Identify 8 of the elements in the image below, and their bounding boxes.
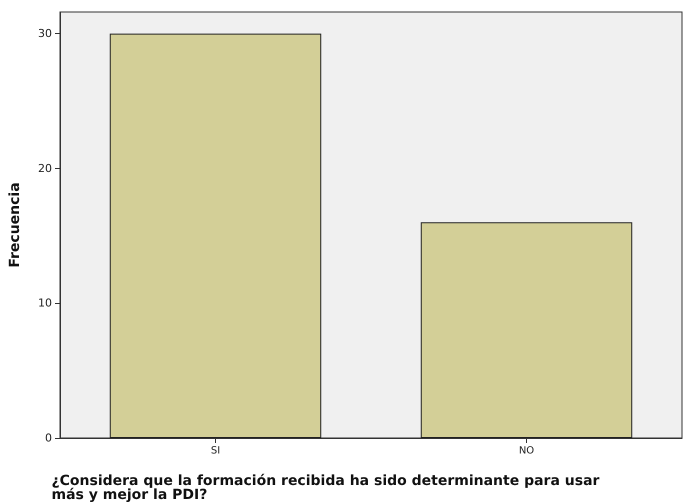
y-axis-title: Frecuencia [7, 182, 23, 268]
x-axis-title: ¿Considera que la formación recibida ha sido determinante para usar más y mejor la PDI? [52, 473, 604, 503]
y-tick-label: 20 [38, 162, 52, 175]
x-tick-label: SI [210, 446, 220, 456]
y-tick-label: 0 [45, 432, 52, 444]
y-tick-label: 10 [38, 296, 52, 310]
x-tick-label: NO [518, 446, 534, 456]
y-tick-label: 30 [38, 27, 52, 40]
